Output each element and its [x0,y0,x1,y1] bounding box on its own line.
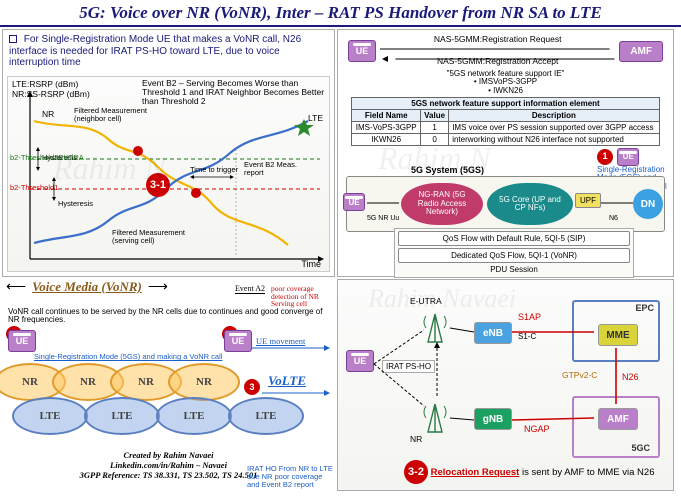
step-3-badge: 3 [244,379,260,395]
col-value: Value [421,110,449,122]
label-ngap: NGAP [524,424,550,434]
lte-cell: LTE [84,397,160,435]
col-desc: Description [449,110,659,122]
reloc-tail: is sent by AMF to MME via N26 [522,467,655,478]
ue-block: UE [348,40,376,62]
step-3-1-badge: 3-1 [146,173,170,197]
legend-nr: NR [42,109,54,119]
label-ttt: Time to trigger [190,165,238,174]
desc: VoNR call continues to be served by the … [2,308,335,327]
panel-measurement-chart: For Single-Registration Mode UE that mak… [2,29,335,277]
event-a2: Event A2 [235,284,265,294]
table-row: IKWN26 0 interworking without N26 interf… [352,134,659,146]
label-filt-neighbor: Filtered Measurement (neighbor cell) [74,107,164,122]
table-title: 5GS network feature support information … [352,98,659,110]
ue-small: UE [617,148,639,166]
lte-cell: LTE [12,397,88,435]
legend-lte: LTE [308,113,323,123]
pdu-session-box: QoS Flow with Default Rule, 5QI-5 (SIP) … [394,228,634,278]
voice-media-hdr: Voice Media (VoNR) [32,279,142,295]
feature-table: 5GS network feature support information … [351,97,659,146]
label-n26: N26 [622,372,639,382]
feat-b2: IWKN26 [493,86,523,95]
lte-cell: LTE [228,397,304,435]
label-thr2: b2-Threshold2EUTRA [10,153,84,162]
reloc-req: Relocation Request [431,467,520,478]
qos-sip: QoS Flow with Default Rule, 5QI-5 (SIP) [398,231,630,246]
ue-1: UE [8,330,36,352]
nr-cell: NR [168,363,240,401]
bullet-icon [9,35,17,43]
label-time-axis: Time [301,259,321,269]
chart-area: LTE:RSRP (dBm) NR:SS-RSRP (dBm) Event B2… [7,76,330,272]
page-title: 5G: Voice over NR (VoNR), Inter – RAT PS… [0,0,681,27]
label-thr1: b2-Threshold1 [10,183,58,192]
label-gtp: GTPv2-C [562,370,597,380]
single-reg-note: Single-Registration Mode (5GS) and makin… [34,352,335,361]
label-s1c: S1-C [518,332,536,341]
step-3-2-badge: 3-2 [404,460,428,484]
qos-vonr: Dedicated QoS Flow, 5QI-1 (VoNR) [398,248,630,263]
irat-ho-note: IRAT HO From NR to LTE due NR poor cover… [247,465,333,489]
ue-2: UE [224,330,252,352]
table-row: IMS-VoPS-3GPP 1 IMS voice over PS sessio… [352,122,659,134]
label-s1ap: S1AP [518,312,541,322]
pdu-label: PDU Session [398,265,630,274]
lte-cell: LTE [156,397,232,435]
amf-block: AMF [619,41,663,62]
links-svg [338,280,673,490]
panel-network-ho: Rahim Navaei UE E-UTRA NR IRAT PS-HO eNB… [337,279,674,491]
label-hyst-2: Hysteresis [58,199,93,208]
note-irat-psho: For Single-Registration Mode UE that mak… [9,34,328,69]
volte-hdr: VoLTE [268,373,306,389]
msg-reg-accept: NAS-5GMM:Registration Accept [376,56,619,66]
panel-registration-arch: UE NAS-5GMM:Registration Request NAS-5GM… [337,29,674,277]
panel-coverage: ⟵ Voice Media (VoNR) ⟶ Event A2 poor cov… [2,279,335,491]
label-filt-serving: Filtered Measurement (serving cell) [112,229,202,244]
label-b2-report: Event B2 Meas. report [244,161,304,176]
sys-title: 5G System (5GS) [411,165,484,175]
step-1-badge: 1 [597,149,613,165]
main-grid: For Single-Registration Mode UE that mak… [0,27,681,493]
note-text: For Single-Registration Mode UE that mak… [9,34,301,68]
poor-cov: poor coverage detection of NR Serving ce… [271,285,331,308]
msg-reg-request: NAS-5GMM:Registration Request [376,34,619,44]
col-fieldname: Field Name [352,110,421,122]
